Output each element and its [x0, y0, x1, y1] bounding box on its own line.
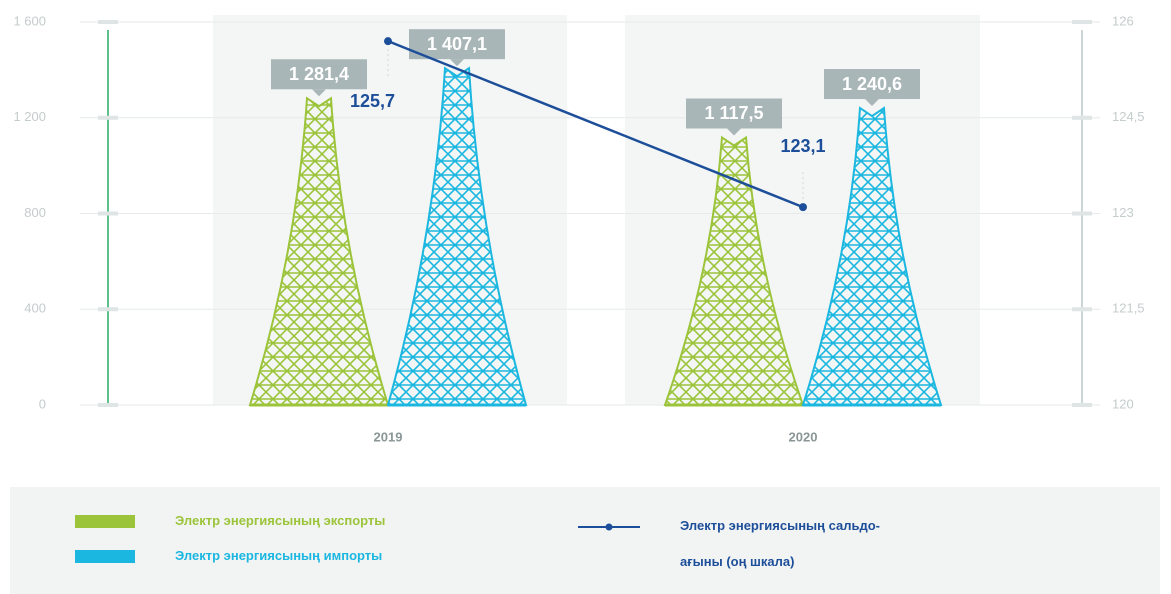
- value-label-box: [824, 69, 920, 100]
- y-tick-label: 0: [39, 396, 46, 411]
- y-tick-label: 1 600: [13, 13, 46, 28]
- bar: [801, 106, 943, 406]
- value-label-pointer: [727, 128, 741, 136]
- value-label: 1 407,1: [427, 34, 487, 54]
- legend-label: Электр энергиясының экспорты: [175, 513, 386, 528]
- y-tick-label: 800: [24, 205, 46, 220]
- line-value-label: 123,1: [780, 136, 825, 156]
- value-label-box: [409, 29, 505, 60]
- line-point: [799, 203, 807, 212]
- y-tick-label: 400: [24, 301, 46, 316]
- x-tick-label: 2019: [374, 429, 403, 444]
- value-label: 1 117,5: [704, 103, 763, 123]
- value-label-pointer: [450, 59, 464, 67]
- y-tick-label: 1 200: [13, 109, 46, 124]
- line-value-label: 125,7: [350, 91, 395, 111]
- value-label-pointer: [312, 89, 326, 97]
- bar: [248, 96, 390, 406]
- y2-tick-label: 126: [1112, 13, 1134, 28]
- legend-label: Электр энергиясының сальдо-ағыны (оң шка…: [680, 518, 881, 569]
- value-label: 1 240,6: [842, 74, 902, 94]
- value-label-box: [271, 59, 367, 90]
- legend-swatch: [75, 515, 135, 528]
- legend-marker: [605, 523, 613, 531]
- y2-tick-label: 124,5: [1112, 109, 1145, 124]
- value-label-box: [686, 98, 782, 129]
- y2-tick-label: 123: [1112, 205, 1134, 220]
- value-label: 1 281,4: [289, 64, 349, 84]
- legend-background: [10, 487, 1160, 594]
- line-point: [384, 37, 392, 46]
- y2-tick-label: 121,5: [1112, 301, 1145, 316]
- x-tick-label: 2020: [789, 429, 818, 444]
- legend-label: Электр энергиясының импорты: [175, 548, 383, 563]
- legend-swatch: [75, 550, 135, 563]
- bar: [663, 135, 805, 406]
- y2-tick-label: 120: [1112, 396, 1134, 411]
- line: [387, 39, 804, 209]
- value-label-pointer: [865, 99, 879, 107]
